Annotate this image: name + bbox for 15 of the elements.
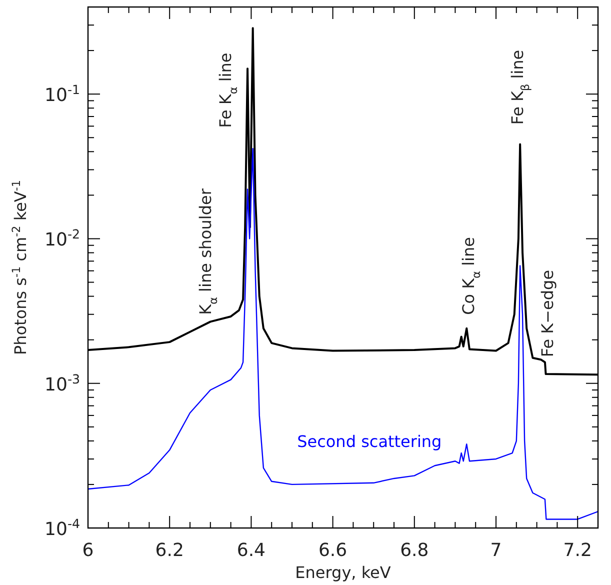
line-series: [88, 148, 598, 520]
x-tick-label: 7: [490, 540, 502, 561]
y-tick-label: 10$^{-3}$: [44, 370, 80, 396]
y-tick-label: 10$^{-4}$: [44, 516, 80, 540]
y-tick-label: 10$^{-2}$: [44, 226, 80, 251]
annotation: Fe K−edge: [538, 270, 558, 358]
x-tick-label: 6.4: [236, 540, 266, 561]
x-tick-label: 6.2: [155, 540, 184, 561]
x-tick-label: 7.2: [563, 540, 592, 561]
x-tick-label: 6.8: [400, 540, 429, 561]
y-tick-label: 10$^{-1}$: [44, 82, 80, 106]
x-axis-title: Energy, keV: [295, 563, 391, 582]
x-tick-label: 6: [82, 540, 94, 561]
x-tick-label: 6.6: [318, 540, 348, 561]
series-label: Second scattering: [297, 432, 442, 452]
